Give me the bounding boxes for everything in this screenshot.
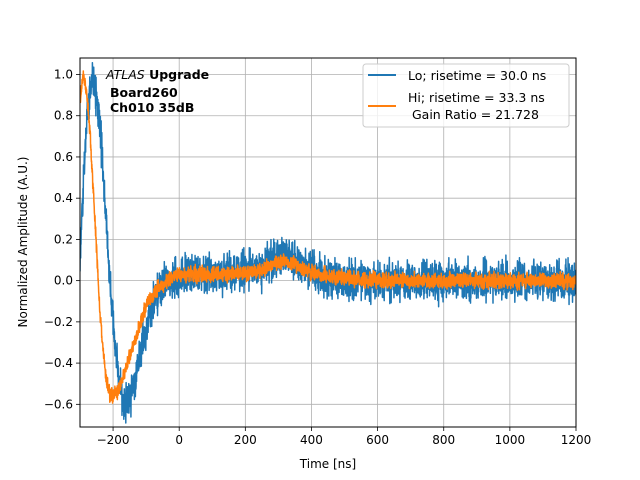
y-axis-label: Normalized Amplitude (A.U.) bbox=[16, 157, 30, 328]
legend-label-lo: Lo; risetime = 30.0 ns bbox=[408, 68, 546, 83]
x-tick-label: 200 bbox=[234, 433, 257, 447]
plot-area bbox=[80, 62, 576, 424]
y-tick-label: 0.8 bbox=[54, 109, 73, 123]
annotation-atlas: ATLAS bbox=[105, 67, 145, 82]
annotation-upgrade: Upgrade bbox=[145, 67, 209, 82]
plot-frame bbox=[79, 57, 577, 428]
legend-label-gain: Gain Ratio = 21.728 bbox=[408, 107, 539, 122]
y-tick-label: 0.2 bbox=[54, 232, 73, 246]
y-tick-label: −0.4 bbox=[44, 356, 73, 370]
x-tick-label: 600 bbox=[366, 433, 389, 447]
series-layer bbox=[80, 62, 576, 424]
x-axis-label: Time [ns] bbox=[299, 457, 356, 471]
legend-box bbox=[362, 63, 570, 128]
x-tick-label: −200 bbox=[97, 433, 130, 447]
legend: Lo; risetime = 30.0 ns Hi; risetime = 33… bbox=[362, 63, 570, 128]
y-tick-label: 0.6 bbox=[54, 150, 73, 164]
annotation: ATLAS Upgrade Board260 Ch010 35dB bbox=[105, 67, 209, 115]
y-tick-label: 1.0 bbox=[54, 67, 73, 81]
annotation-line-1: ATLAS Upgrade bbox=[105, 67, 209, 82]
x-tick-label: 800 bbox=[432, 433, 455, 447]
x-tick-label: 400 bbox=[300, 433, 323, 447]
x-tick-label: 1200 bbox=[561, 433, 592, 447]
y-tick-label: 0.0 bbox=[54, 274, 73, 288]
legend-label-hi: Hi; risetime = 33.3 ns bbox=[408, 90, 545, 105]
annotation-line-3: Ch010 35dB bbox=[110, 100, 194, 115]
ticks: −200 0 200 400 600 800 1000 1200 −0.6 −0.4 −0.2 0.0… bbox=[44, 67, 591, 447]
y-tick-label: −0.2 bbox=[44, 315, 73, 329]
y-tick-label: 0.4 bbox=[54, 191, 73, 205]
y-tick-label: −0.6 bbox=[44, 397, 73, 411]
series-hi-line bbox=[80, 70, 576, 404]
x-tick-label: 1000 bbox=[495, 433, 526, 447]
x-tick-label: 0 bbox=[175, 433, 183, 447]
annotation-line-2: Board260 bbox=[110, 85, 178, 100]
